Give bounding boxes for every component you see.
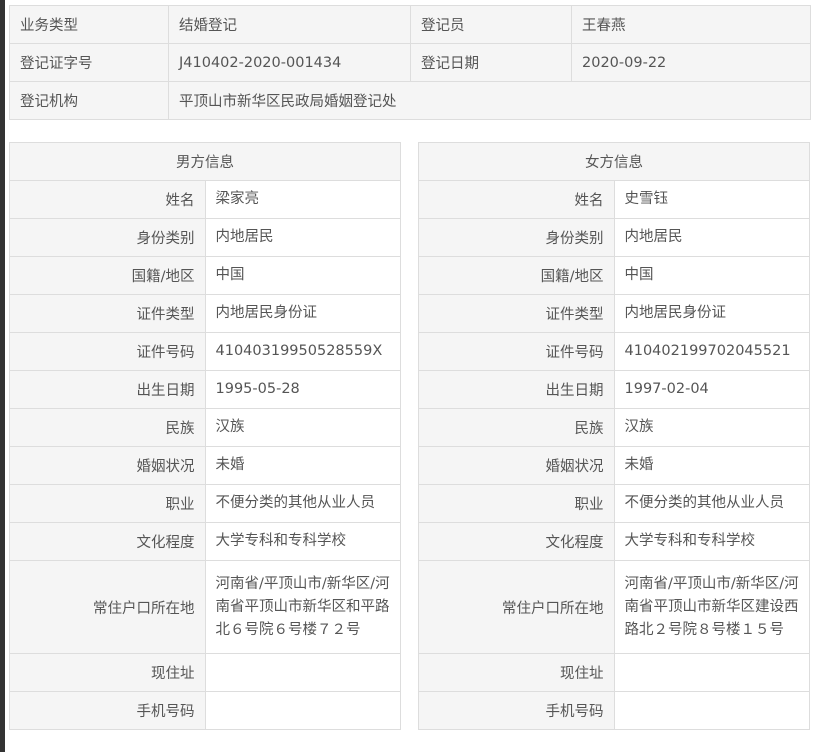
field-label: 民族 xyxy=(9,408,206,447)
field-value: 未婚 xyxy=(204,446,401,485)
table-row: 出生日期 1997-02-04 xyxy=(418,370,810,409)
female-info-table: 女方信息 姓名 史雪钰 身份类别 内地居民 国籍/地区 中国 证件类型 内地居民身份证 证件号码 4… xyxy=(418,142,810,730)
field-value: 内地居民 xyxy=(204,218,401,257)
field-label: 民族 xyxy=(418,408,615,447)
table-row: 常住户口所在地 河南省/平顶山市/新华区/河南省平顶山市新华区建设西路北２号院８号… xyxy=(418,560,810,654)
field-value: 大学专科和专科学校 xyxy=(204,522,401,561)
field-value: 史雪钰 xyxy=(613,180,810,219)
office-label: 登记机构 xyxy=(9,81,169,120)
field-value: 汉族 xyxy=(613,408,810,447)
field-value: 未婚 xyxy=(613,446,810,485)
field-value: 不便分类的其他从业人员 xyxy=(204,484,401,523)
window-edge xyxy=(0,0,5,752)
table-row: 现住址 xyxy=(9,653,401,692)
field-label: 常住户口所在地 xyxy=(418,560,615,654)
field-value: 大学专科和专科学校 xyxy=(613,522,810,561)
field-label: 出生日期 xyxy=(9,370,206,409)
table-row: 出生日期 1995-05-28 xyxy=(9,370,401,409)
table-row: 常住户口所在地 河南省/平顶山市/新华区/河南省平顶山市新华区和平路北６号院６号楼… xyxy=(9,560,401,654)
field-label: 现住址 xyxy=(418,653,615,692)
field-label: 手机号码 xyxy=(9,691,206,730)
business-type-value: 结婚登记 xyxy=(168,5,411,44)
table-row: 婚姻状况 未婚 xyxy=(418,446,810,485)
cert-no-label: 登记证字号 xyxy=(9,43,169,82)
field-label: 证件号码 xyxy=(9,332,206,371)
field-value: 汉族 xyxy=(204,408,401,447)
table-row: 证件号码 41040319950528559X xyxy=(9,332,401,371)
table-row: 证件类型 内地居民身份证 xyxy=(418,294,810,333)
field-value: 41040319950528559X xyxy=(204,332,401,371)
field-label: 身份类别 xyxy=(9,218,206,257)
field-label: 婚姻状况 xyxy=(418,446,615,485)
registration-table: 业务类型 结婚登记 登记员 王春燕 登记证字号 J410402-2020-001… xyxy=(9,5,811,120)
field-label: 出生日期 xyxy=(418,370,615,409)
field-label: 国籍/地区 xyxy=(418,256,615,295)
field-value xyxy=(613,691,810,730)
field-label: 文化程度 xyxy=(9,522,206,561)
registrar-label: 登记员 xyxy=(410,5,572,44)
table-row: 民族 汉族 xyxy=(418,408,810,447)
cert-no-value: J410402-2020-001434 xyxy=(168,43,411,82)
table-row: 身份类别 内地居民 xyxy=(418,218,810,257)
table-row: 现住址 xyxy=(418,653,810,692)
field-value: 1995-05-28 xyxy=(204,370,401,409)
table-row: 国籍/地区 中国 xyxy=(418,256,810,295)
field-label: 常住户口所在地 xyxy=(9,560,206,654)
field-label: 手机号码 xyxy=(418,691,615,730)
field-label: 证件类型 xyxy=(418,294,615,333)
female-info-title: 女方信息 xyxy=(418,142,810,181)
field-label: 国籍/地区 xyxy=(9,256,206,295)
field-value: 河南省/平顶山市/新华区/河南省平顶山市新华区和平路北６号院６号楼７２号 xyxy=(204,560,401,654)
table-row: 证件类型 内地居民身份证 xyxy=(9,294,401,333)
field-value xyxy=(613,653,810,692)
date-label: 登记日期 xyxy=(410,43,572,82)
office-value: 平顶山市新华区民政局婚姻登记处 xyxy=(168,81,811,120)
field-label: 文化程度 xyxy=(418,522,615,561)
table-row: 民族 汉族 xyxy=(9,408,401,447)
field-label: 姓名 xyxy=(9,180,206,219)
business-type-label: 业务类型 xyxy=(9,5,169,44)
field-label: 身份类别 xyxy=(418,218,615,257)
field-value: 不便分类的其他从业人员 xyxy=(613,484,810,523)
field-value: 1997-02-04 xyxy=(613,370,810,409)
field-value: 内地居民 xyxy=(613,218,810,257)
table-row: 身份类别 内地居民 xyxy=(9,218,401,257)
field-value xyxy=(204,653,401,692)
table-row: 文化程度 大学专科和专科学校 xyxy=(9,522,401,561)
table-row: 手机号码 xyxy=(418,691,810,730)
field-value: 中国 xyxy=(204,256,401,295)
field-label: 职业 xyxy=(418,484,615,523)
field-value: 内地居民身份证 xyxy=(613,294,810,333)
registrar-value: 王春燕 xyxy=(571,5,811,44)
field-label: 证件类型 xyxy=(9,294,206,333)
field-label: 婚姻状况 xyxy=(9,446,206,485)
field-label: 姓名 xyxy=(418,180,615,219)
table-row: 手机号码 xyxy=(9,691,401,730)
field-value: 梁家亮 xyxy=(204,180,401,219)
field-value xyxy=(204,691,401,730)
table-row: 姓名 梁家亮 xyxy=(9,180,401,219)
table-row: 姓名 史雪钰 xyxy=(418,180,810,219)
field-value: 河南省/平顶山市/新华区/河南省平顶山市新华区建设西路北２号院８号楼１５号 xyxy=(613,560,810,654)
male-info-table: 男方信息 姓名 梁家亮 身份类别 内地居民 国籍/地区 中国 证件类型 内地居民身份证 证件号码 4… xyxy=(9,142,401,730)
field-value: 内地居民身份证 xyxy=(204,294,401,333)
table-row: 国籍/地区 中国 xyxy=(9,256,401,295)
male-info-title: 男方信息 xyxy=(9,142,401,181)
field-label: 证件号码 xyxy=(418,332,615,371)
table-row: 婚姻状况 未婚 xyxy=(9,446,401,485)
date-value: 2020-09-22 xyxy=(571,43,811,82)
table-row: 职业 不便分类的其他从业人员 xyxy=(418,484,810,523)
table-row: 文化程度 大学专科和专科学校 xyxy=(418,522,810,561)
field-label: 职业 xyxy=(9,484,206,523)
field-value: 中国 xyxy=(613,256,810,295)
table-row: 职业 不便分类的其他从业人员 xyxy=(9,484,401,523)
table-row: 证件号码 410402199702045521 xyxy=(418,332,810,371)
field-value: 410402199702045521 xyxy=(613,332,810,371)
field-label: 现住址 xyxy=(9,653,206,692)
